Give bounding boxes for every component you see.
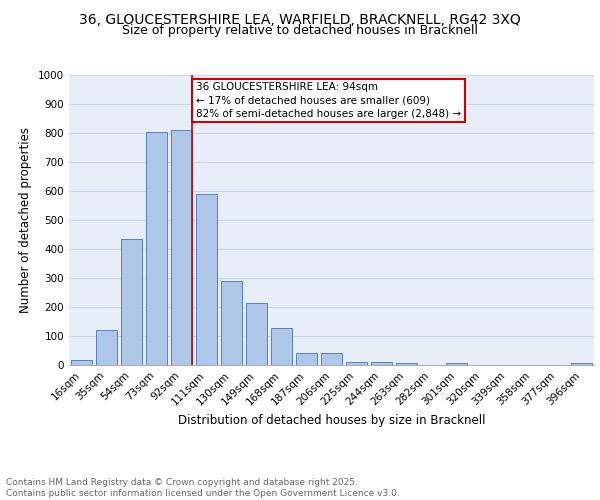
Text: Size of property relative to detached houses in Bracknell: Size of property relative to detached ho… (122, 24, 478, 37)
Bar (146, 132, 167, 365)
Bar (296, 353, 317, 365)
Bar (396, 362, 417, 365)
Bar (121, 239, 142, 365)
Bar (346, 362, 367, 365)
Bar (221, 281, 242, 365)
Bar (71, 360, 92, 365)
Text: Contains HM Land Registry data © Crown copyright and database right 2025.
Contai: Contains HM Land Registry data © Crown c… (6, 478, 400, 498)
Bar (446, 362, 467, 365)
Bar (196, 194, 217, 365)
Bar (371, 362, 392, 365)
Bar (171, 130, 192, 365)
X-axis label: Distribution of detached houses by size in Bracknell: Distribution of detached houses by size … (178, 414, 485, 426)
Text: 36 GLOUCESTERSHIRE LEA: 94sqm
← 17% of detached houses are smaller (609)
82% of : 36 GLOUCESTERSHIRE LEA: 94sqm ← 17% of d… (196, 82, 461, 118)
Bar (571, 362, 592, 365)
Bar (96, 330, 117, 365)
Bar (321, 354, 342, 365)
Y-axis label: Number of detached properties: Number of detached properties (19, 127, 32, 313)
Text: 36, GLOUCESTERSHIRE LEA, WARFIELD, BRACKNELL, RG42 3XQ: 36, GLOUCESTERSHIRE LEA, WARFIELD, BRACK… (79, 12, 521, 26)
Bar (271, 328, 292, 365)
Bar (246, 302, 267, 365)
